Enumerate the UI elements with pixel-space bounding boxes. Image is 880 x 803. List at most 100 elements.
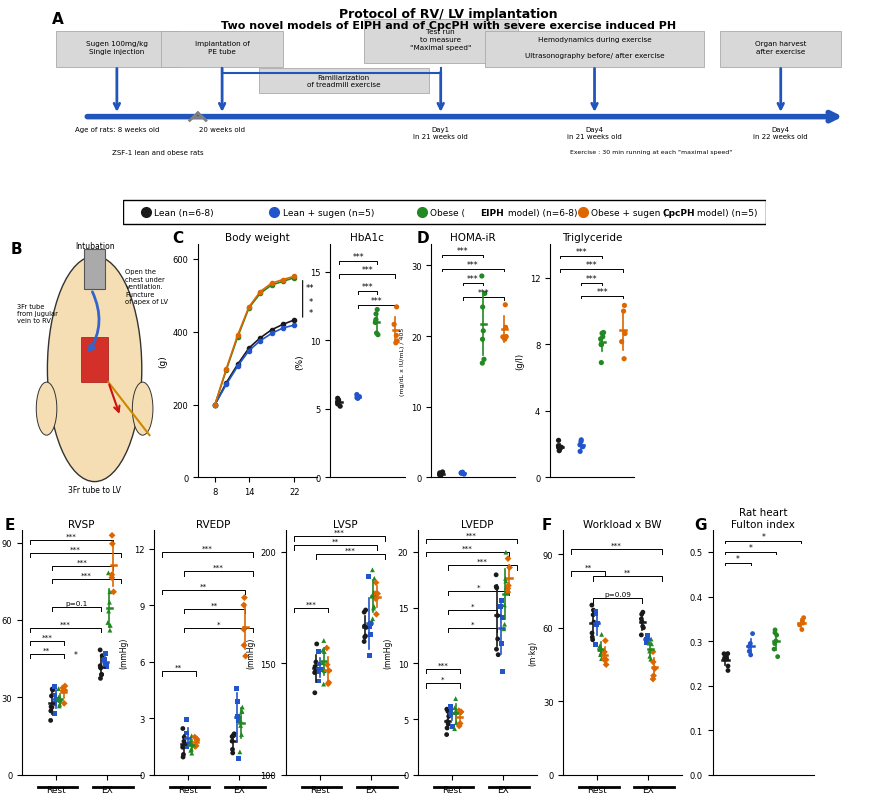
Text: **: ** [584, 565, 591, 570]
Point [433, 467, 447, 479]
Title: Rat heart
Fulton index: Rat heart Fulton index [731, 507, 796, 529]
Point [53, 698, 67, 711]
Point [363, 617, 378, 630]
Point [617, 305, 631, 318]
Point [590, 618, 604, 631]
Point [497, 599, 511, 612]
Point [99, 658, 114, 671]
Point [93, 662, 107, 675]
Text: ***: *** [213, 565, 224, 570]
Point [497, 618, 511, 631]
Point [642, 645, 656, 658]
Y-axis label: (%): (%) [295, 353, 304, 369]
Text: CpcPH: CpcPH [663, 209, 695, 218]
Point [367, 586, 381, 599]
Point [55, 682, 70, 695]
Point [596, 331, 610, 344]
Text: ***: *** [362, 266, 373, 275]
Point [181, 738, 195, 751]
Point [475, 301, 489, 314]
Point [369, 314, 383, 327]
Point [641, 630, 655, 642]
Text: Obese + sugen (: Obese + sugen ( [590, 209, 667, 218]
Point [585, 631, 599, 644]
Point [44, 690, 58, 703]
Point [190, 732, 204, 745]
Point [585, 627, 599, 640]
Point [370, 327, 384, 340]
Text: ***: *** [60, 621, 71, 626]
Point [595, 628, 609, 641]
Title: RVEDP: RVEDP [196, 520, 231, 529]
Point [184, 743, 198, 756]
Point [359, 622, 373, 634]
Point [363, 628, 378, 641]
Point [585, 634, 599, 646]
Point [452, 719, 466, 732]
Text: ***: *** [612, 542, 622, 548]
Text: *: * [74, 650, 77, 659]
Point [495, 665, 510, 678]
Point [643, 653, 657, 666]
Point [449, 706, 463, 719]
Point [332, 395, 346, 408]
Point [334, 400, 348, 413]
Point [744, 649, 758, 662]
FancyBboxPatch shape [56, 31, 178, 67]
Point [576, 441, 590, 454]
Point [237, 623, 251, 636]
Point [717, 647, 731, 660]
Text: Hemodynamics during exercise

Ultrasonography before/ after exercise: Hemodynamics during exercise Ultrasonogr… [524, 37, 664, 59]
Point [618, 328, 632, 340]
Point [594, 652, 608, 665]
Point [642, 637, 656, 650]
Point [721, 647, 735, 660]
Point [642, 650, 656, 663]
Point [331, 398, 345, 411]
Point [44, 704, 58, 717]
Point [367, 600, 381, 613]
Point [99, 660, 114, 673]
Point [309, 662, 323, 675]
Text: ***: *** [66, 533, 77, 539]
Point [718, 651, 732, 664]
Point [349, 389, 363, 402]
Ellipse shape [132, 383, 153, 435]
Point [599, 654, 613, 666]
Point [490, 609, 504, 622]
Point [589, 638, 603, 651]
Point [457, 468, 471, 481]
Text: ***: *** [41, 634, 52, 640]
Text: ***: *** [586, 274, 598, 283]
Point [44, 700, 58, 713]
Point [495, 612, 510, 625]
Point [796, 615, 810, 628]
Point [639, 634, 653, 646]
Point [53, 694, 67, 707]
Polygon shape [81, 337, 108, 383]
Text: B: B [11, 243, 22, 257]
Point [495, 638, 509, 650]
Point [440, 722, 454, 735]
Point [317, 634, 331, 647]
Point [350, 392, 364, 405]
Point [641, 631, 655, 644]
Point [101, 567, 115, 580]
Point [190, 734, 204, 747]
Point [636, 606, 650, 619]
Point [331, 396, 345, 409]
Point [235, 705, 249, 718]
Point [103, 585, 117, 598]
Point [105, 572, 119, 585]
Point [318, 664, 332, 677]
Point [593, 639, 607, 652]
Point [433, 468, 447, 481]
Text: ***: *** [437, 662, 448, 668]
Point [227, 728, 241, 740]
Point [635, 620, 649, 633]
Point [53, 694, 67, 707]
Point [389, 329, 403, 342]
Point [106, 538, 120, 551]
Point [590, 617, 605, 630]
Point [742, 645, 756, 658]
